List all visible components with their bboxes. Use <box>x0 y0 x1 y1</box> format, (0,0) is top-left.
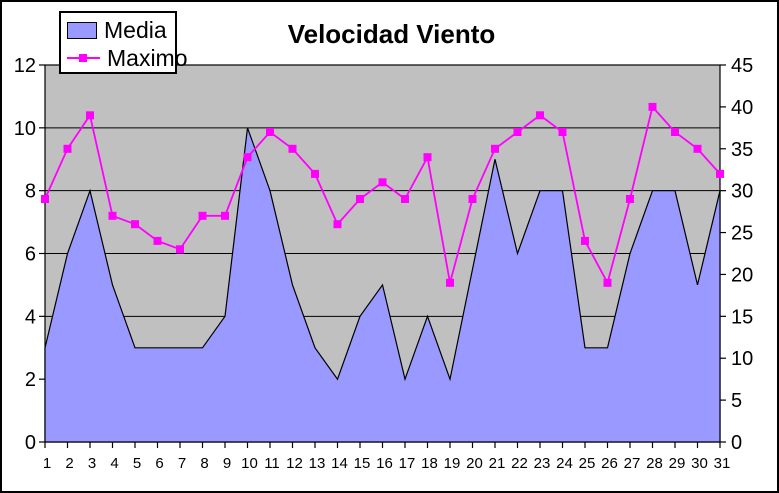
x-axis-tick-label: 14 <box>331 455 348 472</box>
x-axis-tick-label: 11 <box>264 455 280 472</box>
left-axis-tick-label: 2 <box>25 369 36 391</box>
x-axis-tick-label: 13 <box>309 455 326 472</box>
legend-label-maximo: Maximo <box>107 44 188 71</box>
x-axis-tick-label: 21 <box>489 455 506 472</box>
right-axis-tick-label: 25 <box>731 223 753 245</box>
x-axis-tick-label: 22 <box>511 455 528 472</box>
x-axis-tick-label: 5 <box>133 455 141 472</box>
x-axis-tick-label: 31 <box>714 455 731 472</box>
x-axis-tick-label: 28 <box>646 455 663 472</box>
left-axis-tick-label: 0 <box>25 432 36 454</box>
x-axis-tick-label: 23 <box>534 455 551 472</box>
maximo-line-swatch-icon <box>67 51 100 66</box>
left-axis-tick-label: 12 <box>14 55 36 77</box>
x-axis-tick-label: 16 <box>376 455 393 472</box>
x-axis-tick-label: 9 <box>223 455 231 472</box>
x-axis-tick-label: 10 <box>241 455 258 472</box>
x-axis-tick-label: 17 <box>399 455 416 472</box>
x-axis-tick-label: 29 <box>669 455 686 472</box>
right-axis-tick-label: 0 <box>731 432 742 454</box>
right-axis-tick-label: 40 <box>731 97 753 119</box>
x-axis-tick-label: 1 <box>43 455 51 472</box>
legend-item-media: Media <box>67 16 175 44</box>
right-axis-tick-label: 45 <box>731 55 753 77</box>
left-axis-tick-label: 10 <box>14 118 36 140</box>
right-axis-tick-label: 35 <box>731 139 753 161</box>
x-axis-tick-label: 15 <box>354 455 371 472</box>
maximo-markers <box>41 102 724 287</box>
axes <box>39 64 726 448</box>
x-axis-tick-label: 20 <box>466 455 483 472</box>
left-axis-tick-label: 8 <box>25 181 36 203</box>
x-axis-tick-label: 24 <box>556 455 573 472</box>
x-axis-tick-label: 4 <box>110 455 118 472</box>
legend: Media Maximo <box>59 11 188 74</box>
x-axis-tick-label: 12 <box>286 455 303 472</box>
x-axis-tick-label: 19 <box>444 455 461 472</box>
right-axis-tick-label: 20 <box>731 264 753 286</box>
x-axis-tick-label: 30 <box>691 455 708 472</box>
right-axis-tick-label: 30 <box>731 181 753 203</box>
legend-label-media: Media <box>104 16 167 43</box>
x-axis-tick-label: 8 <box>200 455 208 472</box>
right-axis-tick-label: 15 <box>731 306 753 328</box>
x-axis-tick-label: 26 <box>601 455 618 472</box>
x-axis-tick-label: 3 <box>88 455 96 472</box>
x-axis-tick-label: 7 <box>178 455 186 472</box>
media-area-series <box>44 127 721 443</box>
x-axis-tick-label: 2 <box>65 455 73 472</box>
legend-item-maximo: Maximo <box>67 44 188 72</box>
right-axis-tick-label: 10 <box>731 348 753 370</box>
right-axis-tick-label: 5 <box>731 390 742 412</box>
x-axis-tick-label: 27 <box>624 455 641 472</box>
x-axis-tick-label: 25 <box>579 455 596 472</box>
left-axis-tick-label: 4 <box>25 306 36 328</box>
x-axis-tick-label: 6 <box>155 455 163 472</box>
left-axis-tick-label: 6 <box>25 244 36 266</box>
media-area-swatch-icon <box>67 21 97 39</box>
x-axis-tick-label: 18 <box>421 455 438 472</box>
